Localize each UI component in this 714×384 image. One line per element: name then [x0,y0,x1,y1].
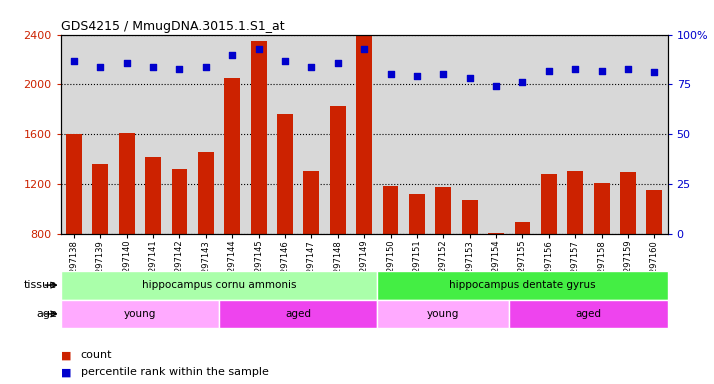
Bar [145,157,161,234]
Point [623,65,634,71]
Point [279,58,291,64]
Text: aged: aged [575,309,601,319]
Point [358,45,370,51]
Point [332,60,343,66]
Bar [436,187,451,234]
Text: hippocampus cornu ammonis: hippocampus cornu ammonis [142,280,296,290]
Point [543,68,555,74]
Bar [509,300,668,328]
Point [596,68,608,74]
Point [411,73,423,79]
Point [517,79,528,86]
Text: young: young [427,309,460,319]
Bar [66,134,82,234]
Text: age: age [36,309,57,319]
Bar [515,222,531,234]
Bar [541,174,557,234]
Bar [646,190,663,234]
Bar [594,183,610,234]
Bar [620,172,636,234]
Bar [377,271,668,300]
Text: GDS4215 / MmugDNA.3015.1.S1_at: GDS4215 / MmugDNA.3015.1.S1_at [61,20,284,33]
Bar [219,300,377,328]
Bar [224,78,240,234]
Text: hippocampus dentate gyrus: hippocampus dentate gyrus [449,280,595,290]
Point [68,58,79,64]
Point [226,51,238,58]
Point [121,60,132,66]
Point [147,63,159,70]
Text: count: count [81,350,112,360]
Point [570,65,581,71]
Bar [92,164,109,234]
Text: young: young [124,309,156,319]
Bar [383,186,398,234]
Bar [409,194,425,234]
Point [649,70,660,76]
Bar [330,106,346,234]
Text: aged: aged [285,309,311,319]
Text: ■: ■ [61,350,71,360]
Point [253,45,264,51]
Point [491,83,502,89]
Bar [61,300,219,328]
Bar [568,170,583,234]
Text: percentile rank within the sample: percentile rank within the sample [81,367,268,377]
Point [306,63,317,70]
Bar [462,200,478,234]
Text: tissue: tissue [24,280,57,290]
Bar [356,35,372,234]
Point [438,71,449,78]
Bar [61,271,377,300]
Point [174,65,185,71]
Text: ■: ■ [61,367,71,377]
Bar [251,41,266,234]
Point [385,71,396,78]
Point [94,63,106,70]
Bar [303,170,319,234]
Bar [171,169,187,234]
Bar [119,133,134,234]
Bar [198,152,213,234]
Point [200,63,211,70]
Bar [377,300,509,328]
Bar [488,233,504,234]
Bar [277,114,293,234]
Point [464,75,476,81]
